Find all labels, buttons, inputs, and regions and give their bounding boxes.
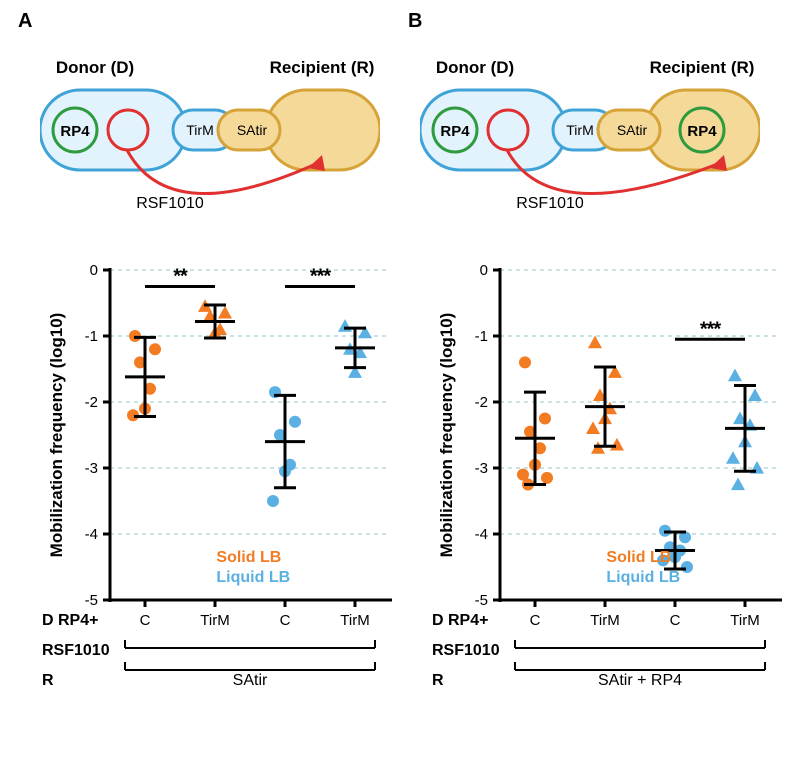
- svg-text:Solid LB: Solid LB: [216, 549, 281, 566]
- svg-text:-3: -3: [475, 460, 488, 477]
- svg-text:TirM: TirM: [590, 612, 619, 629]
- chart-panel-a: -5 -4 -3 -2 -1 0 Mobilization frequency (log10…: [40, 260, 400, 760]
- svg-text:Donor (D): Donor (D): [56, 58, 134, 77]
- panel-label-a: A: [18, 10, 32, 33]
- svg-text:D RP4+: D RP4+: [42, 612, 98, 629]
- diagram-panel-b: RP4 RP4 Donor (D) Recipient (R) TirM SAtir RSF…: [420, 55, 760, 245]
- svg-text:-3: -3: [85, 460, 98, 477]
- svg-text:SAtir: SAtir: [617, 122, 648, 138]
- svg-text:SAtir: SAtir: [233, 672, 268, 689]
- svg-text:RP4: RP4: [60, 123, 90, 140]
- svg-text:Solid LB: Solid LB: [606, 549, 671, 566]
- svg-text:Recipient (R): Recipient (R): [270, 58, 375, 77]
- svg-text:Donor (D): Donor (D): [436, 58, 514, 77]
- svg-text:Liquid LB: Liquid LB: [606, 569, 680, 586]
- svg-text:-5: -5: [85, 592, 98, 609]
- svg-text:RSF1010: RSF1010: [516, 195, 584, 212]
- svg-text:C: C: [140, 612, 151, 629]
- svg-text:-1: -1: [85, 328, 98, 345]
- svg-text:Mobilization frequency (log10): Mobilization frequency (log10): [47, 313, 66, 558]
- svg-text:TirM: TirM: [566, 122, 593, 138]
- svg-text:***: ***: [700, 318, 722, 340]
- svg-text:RSF1010: RSF1010: [42, 642, 110, 659]
- svg-text:RP4: RP4: [440, 123, 470, 140]
- panel-label-b: B: [408, 10, 422, 33]
- svg-text:0: 0: [90, 262, 98, 279]
- svg-text:R: R: [432, 672, 444, 689]
- svg-text:C: C: [530, 612, 541, 629]
- chart-panel-b: -5 -4 -3 -2 -1 0 Mobilization frequency (log10…: [430, 260, 789, 760]
- svg-text:Mobilization frequency (log10): Mobilization frequency (log10): [437, 313, 456, 558]
- svg-text:***: ***: [310, 266, 332, 288]
- svg-text:RSF1010: RSF1010: [432, 642, 500, 659]
- svg-text:RSF1010: RSF1010: [136, 195, 204, 212]
- svg-text:-5: -5: [475, 592, 488, 609]
- svg-text:SAtir: SAtir: [237, 122, 268, 138]
- svg-text:TirM: TirM: [730, 612, 759, 629]
- svg-text:SAtir + RP4: SAtir + RP4: [598, 672, 682, 689]
- diagram-panel-a: RP4 Donor (D) Recipient (R) TirM SAtir RSF101…: [40, 55, 380, 245]
- svg-text:-2: -2: [475, 394, 488, 411]
- svg-text:-1: -1: [475, 328, 488, 345]
- svg-text:R: R: [42, 672, 54, 689]
- svg-text:Recipient (R): Recipient (R): [650, 58, 755, 77]
- svg-text:-4: -4: [85, 526, 98, 543]
- svg-text:-2: -2: [85, 394, 98, 411]
- svg-text:-4: -4: [475, 526, 488, 543]
- svg-text:0: 0: [480, 262, 488, 279]
- svg-text:C: C: [280, 612, 291, 629]
- svg-text:D RP4+: D RP4+: [432, 612, 488, 629]
- svg-text:TirM: TirM: [340, 612, 369, 629]
- svg-text:Liquid LB: Liquid LB: [216, 569, 290, 586]
- svg-text:**: **: [173, 266, 188, 288]
- svg-text:TirM: TirM: [186, 122, 213, 138]
- svg-text:TirM: TirM: [200, 612, 229, 629]
- svg-text:C: C: [670, 612, 681, 629]
- svg-text:RP4: RP4: [687, 123, 717, 140]
